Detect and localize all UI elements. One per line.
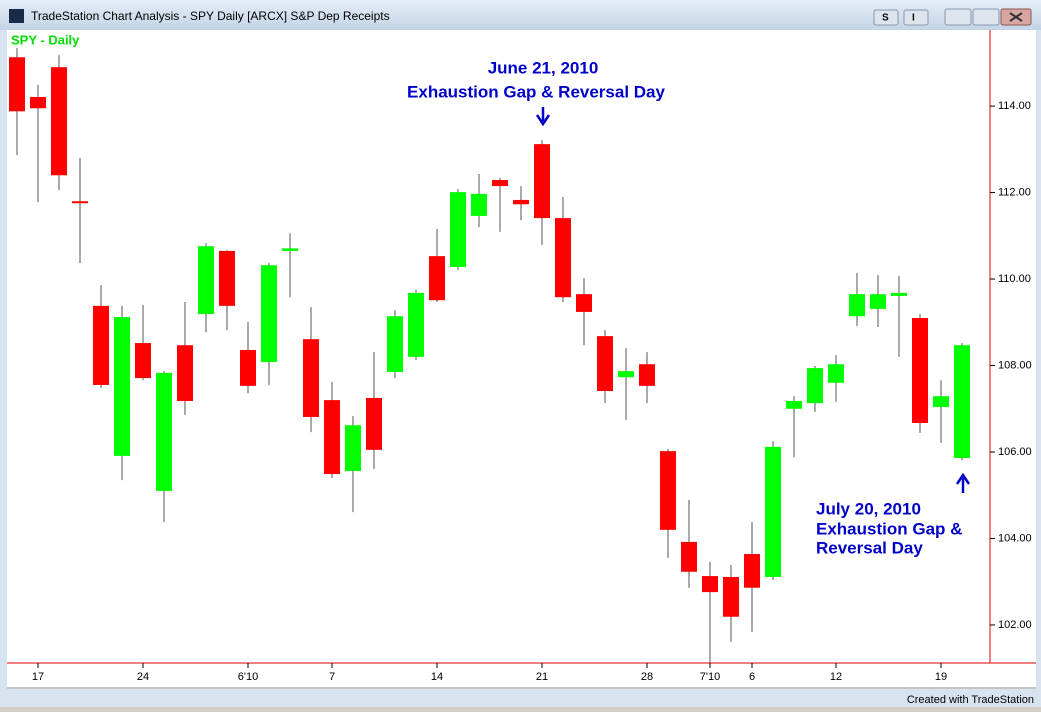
candle-body bbox=[177, 345, 193, 401]
candle-body bbox=[72, 201, 88, 204]
y-tick-label: 114.00 bbox=[998, 100, 1031, 112]
annotation: Exhaustion Gap & bbox=[816, 519, 962, 538]
candle-body bbox=[765, 446, 781, 577]
candle-body bbox=[849, 294, 865, 317]
candle-body bbox=[807, 368, 823, 404]
candle-body bbox=[366, 397, 382, 450]
x-tick-label: 28 bbox=[641, 671, 653, 683]
window-title: TradeStation Chart Analysis - SPY Daily … bbox=[31, 9, 390, 23]
candle-body bbox=[870, 294, 886, 309]
candle-body bbox=[639, 364, 655, 386]
y-tick-label: 112.00 bbox=[998, 186, 1031, 198]
candle-body bbox=[912, 317, 928, 424]
x-tick-label: 17 bbox=[32, 671, 44, 683]
annotation-arrow bbox=[535, 107, 551, 127]
title-bar bbox=[0, 0, 1041, 30]
annotation: Reversal Day bbox=[816, 538, 923, 557]
candle-body bbox=[261, 265, 277, 363]
candle-body bbox=[492, 180, 508, 187]
candle-body bbox=[156, 372, 172, 491]
candle-body bbox=[282, 248, 298, 251]
x-tick-label: 7 bbox=[329, 671, 335, 683]
x-tick-label: 19 bbox=[935, 671, 947, 683]
toolbar-button[interactable]: I bbox=[903, 9, 929, 26]
candle-body bbox=[114, 317, 130, 456]
candle-body bbox=[324, 400, 340, 475]
candle-body bbox=[618, 371, 634, 378]
candle-body bbox=[954, 345, 970, 459]
candle-body bbox=[198, 246, 214, 315]
candle-body bbox=[93, 305, 109, 385]
candle-body bbox=[723, 576, 739, 617]
candle-body bbox=[933, 396, 949, 408]
chart-title: SPY - Daily bbox=[11, 32, 80, 47]
y-tick-label: 104.00 bbox=[998, 532, 1032, 544]
candle-body bbox=[891, 292, 907, 296]
candle-body bbox=[597, 336, 613, 392]
annotation: Exhaustion Gap & Reversal Day bbox=[407, 82, 665, 101]
y-tick-label: 110.00 bbox=[998, 273, 1031, 285]
candle-body bbox=[744, 554, 760, 588]
candle-body bbox=[51, 67, 67, 176]
candle-body bbox=[9, 57, 25, 112]
x-tick-label: 24 bbox=[137, 671, 149, 683]
candle-body bbox=[30, 97, 46, 109]
x-tick-label: 6'10 bbox=[238, 671, 258, 683]
annotation: July 20, 2010 bbox=[816, 499, 921, 518]
y-tick-label: 106.00 bbox=[998, 446, 1032, 458]
x-tick-label: 12 bbox=[830, 671, 842, 683]
annotation-arrow bbox=[955, 472, 971, 493]
candle-body bbox=[303, 339, 319, 417]
candle-body bbox=[135, 343, 151, 379]
candle-body bbox=[513, 199, 529, 205]
toolbar-button-label: I bbox=[912, 13, 915, 24]
candle-body bbox=[702, 576, 718, 593]
toolbar-button[interactable]: S bbox=[873, 9, 899, 26]
app-icon bbox=[9, 9, 24, 23]
minimize-button[interactable] bbox=[944, 8, 972, 26]
x-tick-label: 6 bbox=[749, 671, 755, 683]
candle-body bbox=[219, 250, 235, 306]
candle-body bbox=[660, 451, 676, 530]
x-tick-label: 21 bbox=[536, 671, 548, 683]
candle-body bbox=[408, 292, 424, 357]
candle-body bbox=[555, 218, 571, 298]
toolbar-button-label: S bbox=[882, 13, 889, 24]
candle-body bbox=[576, 294, 592, 312]
footer: Created with TradeStation bbox=[907, 694, 1034, 706]
candle-body bbox=[387, 316, 403, 373]
candle-body bbox=[828, 364, 844, 383]
x-tick-label: 14 bbox=[431, 671, 443, 683]
candle-body bbox=[681, 541, 697, 572]
candle-body bbox=[450, 192, 466, 267]
candle-body bbox=[786, 400, 802, 409]
maximize-button[interactable] bbox=[972, 8, 1000, 26]
chart-area bbox=[7, 30, 1036, 689]
candle-body bbox=[534, 144, 550, 219]
y-tick-label: 102.00 bbox=[998, 619, 1032, 631]
candle-body bbox=[471, 193, 487, 216]
candle-body bbox=[240, 349, 256, 386]
annotation: June 21, 2010 bbox=[488, 58, 599, 77]
x-tick-label: 7'10 bbox=[700, 671, 720, 683]
y-tick-label: 108.00 bbox=[998, 359, 1032, 371]
close-icon bbox=[1009, 12, 1023, 22]
candle-body bbox=[345, 425, 361, 472]
candle-body bbox=[429, 256, 445, 301]
